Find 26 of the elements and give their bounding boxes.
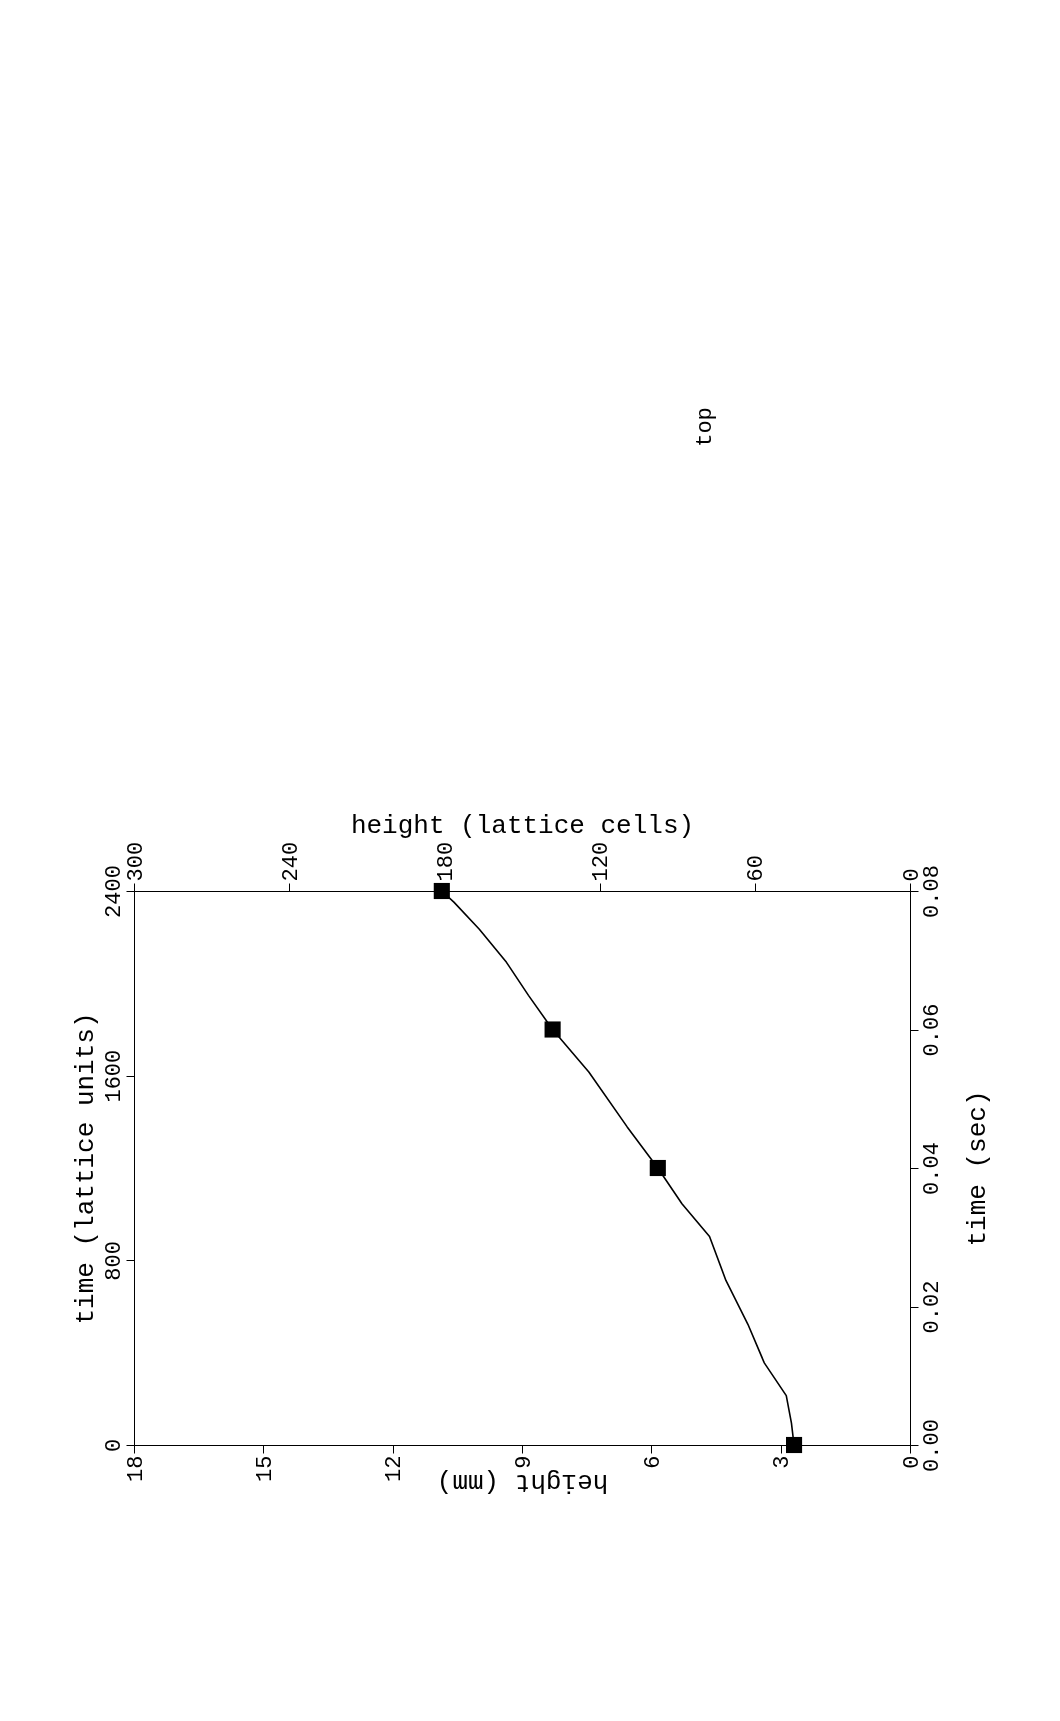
x-tick-label: 15 — [252, 1455, 278, 1482]
x2-tick-label: 120 — [589, 841, 615, 882]
x-tick-label: 18 — [123, 1455, 149, 1482]
x-tick-label: 12 — [382, 1455, 408, 1482]
x2-axis-title: height (lattice cells) — [350, 810, 695, 841]
y2-tick-label: 0.04 — [919, 1142, 945, 1195]
point — [649, 1159, 666, 1177]
y2-tick-label: 0.00 — [919, 1419, 945, 1472]
y2-tick-label: 0.06 — [919, 1003, 945, 1057]
point — [433, 882, 450, 900]
text: top — [693, 407, 718, 447]
y-tick-label: 1600 — [101, 1049, 127, 1103]
y-tick-label: 800 — [101, 1241, 127, 1281]
y2-tick-label: 0.02 — [919, 1280, 945, 1334]
point — [544, 1021, 561, 1038]
x-tick-label: 6 — [640, 1455, 666, 1469]
y2-tick-label: 0.08 — [919, 865, 945, 918]
x-tick-label: 9 — [511, 1455, 537, 1469]
y-tick-label: 0 — [101, 1438, 127, 1453]
x2-tick-label: 180 — [433, 841, 459, 882]
point — [785, 1436, 803, 1454]
y2-axis-title: time (sec) — [962, 1090, 993, 1247]
x2-tick-label: 60 — [744, 855, 770, 882]
y-axis-title: time (lattice units) — [70, 1012, 101, 1325]
x2-tick-label: 240 — [278, 841, 304, 882]
x-tick-label: 3 — [770, 1455, 796, 1469]
